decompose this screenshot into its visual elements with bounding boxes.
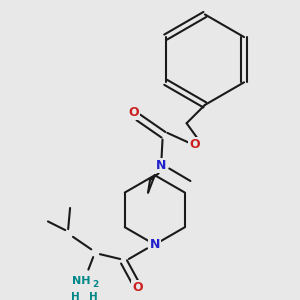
Text: N: N bbox=[156, 159, 167, 172]
Text: H: H bbox=[89, 292, 98, 300]
Text: 2: 2 bbox=[92, 280, 98, 289]
Text: O: O bbox=[132, 281, 143, 294]
Text: H: H bbox=[71, 292, 80, 300]
Text: NH: NH bbox=[72, 276, 91, 286]
Text: O: O bbox=[128, 106, 139, 119]
Text: O: O bbox=[189, 138, 200, 151]
Text: N: N bbox=[150, 238, 160, 251]
